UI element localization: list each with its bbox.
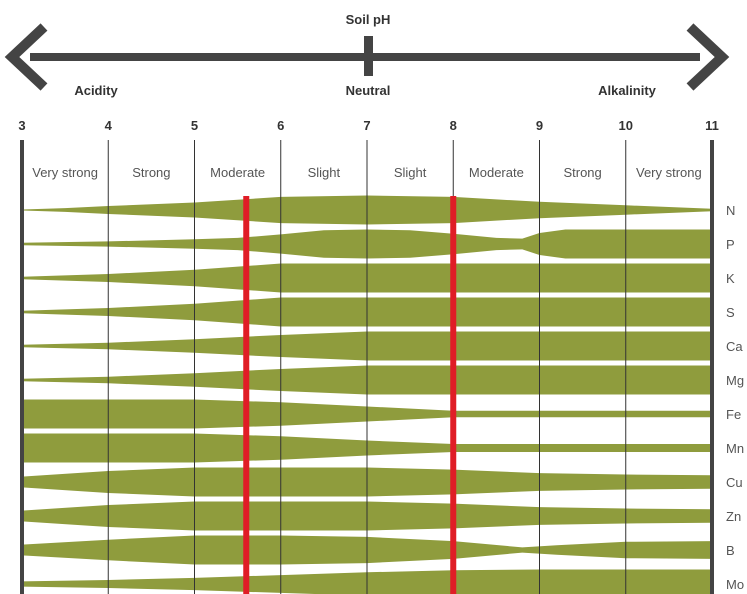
class-label: Strong [563,165,601,180]
ph-tick-7: 7 [363,118,370,133]
acidity-label: Acidity [74,83,118,98]
left-arrow-head-icon [4,23,48,91]
nutrient-label-mg: Mg [726,373,744,388]
optimal-range-markers [243,196,457,594]
alkalinity-label: Alkalinity [598,83,657,98]
ph-tick-5: 5 [191,118,198,133]
nutrient-label-cu: Cu [726,475,743,490]
ph-scale-arrow [4,23,730,91]
ph-tick-9: 9 [536,118,543,133]
ph-tick-labels: 3 4 5 6 7 8 9 10 11 [18,118,718,133]
nutrient-label-fe: Fe [726,407,741,422]
class-label: Slight [394,165,427,180]
neutral-label: Neutral [346,83,391,98]
class-label: Slight [308,165,341,180]
nutrient-labels: N P K S Ca Mg Fe Mn Cu Zn B Mo [726,203,744,592]
ph-tick-8: 8 [450,118,457,133]
class-label: Strong [132,165,170,180]
right-arrow-head-icon [686,23,730,91]
class-label: Very strong [636,165,702,180]
nutrient-label-s: S [726,305,735,320]
nutrient-label-k: K [726,271,735,286]
ph-tick-6: 6 [277,118,284,133]
ph-tick-10: 10 [619,118,633,133]
nutrient-label-ca: Ca [726,339,743,354]
ph-tick-4: 4 [105,118,113,133]
nutrient-label-b: B [726,543,735,558]
acidity-class-labels: Very strong Strong Moderate Slight Slight Mod… [32,165,702,180]
class-label: Moderate [210,165,265,180]
class-label: Very strong [32,165,98,180]
neutral-marker [364,36,373,76]
nutrient-label-n: N [726,203,735,218]
class-label: Moderate [469,165,524,180]
nutrient-label-zn: Zn [726,509,741,524]
chart-title: Soil pH [346,12,391,27]
nutrient-label-p: P [726,237,735,252]
ph-tick-3: 3 [18,118,25,133]
nutrient-label-mn: Mn [726,441,744,456]
ph-tick-11: 11 [705,118,719,133]
nutrient-label-mo: Mo [726,577,744,592]
